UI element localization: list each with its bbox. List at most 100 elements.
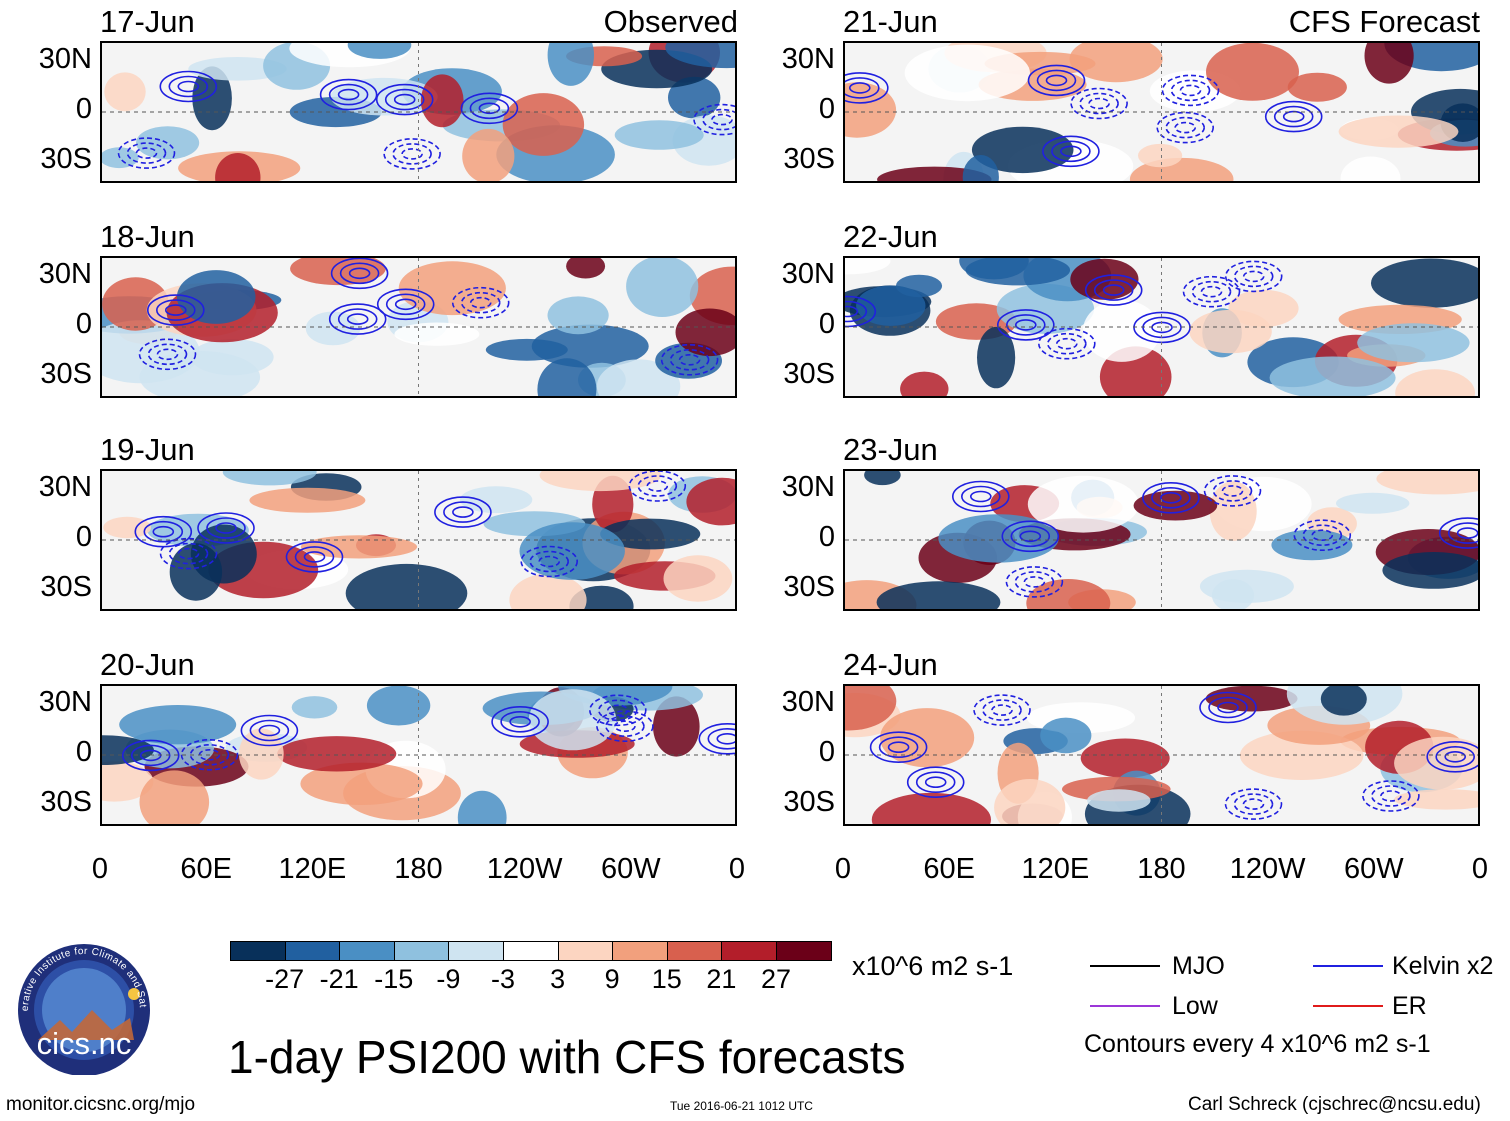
kelvin-contour [197, 512, 255, 544]
kelvin-contour [383, 138, 441, 170]
kelvin-contour [452, 506, 474, 518]
kelvin-contour [206, 517, 246, 539]
kelvin-contour [1191, 280, 1232, 303]
kelvin-contour [878, 736, 919, 759]
lat-tick-label: 30S [40, 358, 92, 390]
anomaly-shading [1394, 789, 1478, 810]
kelvin-contour [451, 286, 510, 319]
anomaly-shading [1027, 475, 1139, 533]
colorbar-tick-label: 9 [604, 964, 620, 994]
kelvin-contour [1217, 701, 1239, 714]
kelvin-contour [1047, 332, 1087, 355]
kelvin-contour [1264, 100, 1323, 133]
lat-tick-label: 30S [783, 571, 835, 603]
kelvin-contour [1224, 260, 1283, 293]
anomaly-shading [965, 258, 1071, 286]
anomaly-shading [102, 147, 139, 169]
kelvin-contour [249, 719, 290, 742]
anomaly-shading [653, 696, 700, 757]
anomaly-shading [1394, 736, 1478, 790]
kelvin-contour [845, 72, 889, 104]
kelvin-contour [1293, 519, 1352, 551]
kelvin-contour [970, 490, 992, 503]
kelvin-contour [491, 705, 549, 738]
kelvin-contour [460, 92, 519, 125]
panel-date-label: 17-Jun [100, 4, 195, 39]
anomaly-shading [531, 324, 649, 368]
anomaly-shading [900, 371, 949, 396]
anomaly-shading [537, 358, 597, 396]
kelvin-contour [1426, 741, 1478, 773]
kelvin-contour [384, 88, 425, 111]
kelvin-contour [159, 70, 218, 103]
anomaly-shading [566, 258, 606, 279]
panel-date-label: 21-Jun [843, 4, 938, 39]
kelvin-contour [328, 83, 369, 106]
anomaly-shading [102, 761, 154, 802]
anomaly-shading [994, 779, 1066, 824]
cicsnc-logo: Cooperative Institute for Climate and Sa… [4, 932, 158, 1076]
logo-text: cics.nc [37, 1026, 132, 1061]
lon-tick-label: 0 [1471, 853, 1489, 885]
lon-tick-label: 60W [1344, 853, 1404, 885]
anomaly-shading [1364, 43, 1414, 84]
kelvin-contour [460, 291, 501, 314]
anomaly-shading [1069, 43, 1163, 83]
kelvin-contour [1010, 525, 1051, 548]
kelvin-contour [1036, 69, 1077, 92]
kelvin-contour [138, 338, 197, 371]
lon-tick-label: 120E [1021, 853, 1090, 885]
colorbar-swatch [776, 941, 832, 961]
kelvin-contour [628, 471, 687, 502]
kelvin-contour [348, 267, 371, 280]
kelvin-contour [1015, 319, 1037, 331]
kelvin-contour [1203, 475, 1262, 507]
anomaly-shading [539, 471, 662, 492]
kelvin-contour [328, 303, 387, 335]
kelvin-contour [1212, 480, 1253, 502]
lon-tick-label: 180 [394, 853, 443, 885]
kelvin-contour [614, 720, 636, 733]
anomaly-shading [366, 686, 431, 726]
kelvin-contour [1380, 790, 1402, 802]
forecast-label: CFS Forecast [1288, 4, 1480, 39]
kelvin-contour [1051, 140, 1091, 163]
lat-tick-label: 0 [75, 308, 92, 340]
kelvin-contour [646, 480, 669, 492]
anomaly-shading [1371, 258, 1478, 308]
psi200-map-panel [100, 41, 737, 183]
anomaly-shading [1189, 309, 1272, 354]
colorbar-tick-label: 27 [760, 964, 792, 994]
lat-tick-label: 30N [38, 43, 92, 75]
lat-tick-label: 30N [781, 686, 835, 718]
kelvin-contour [1045, 74, 1068, 87]
lon-tick-label: 60E [180, 853, 232, 885]
website-url[interactable]: monitor.cicsnc.org/mjo [6, 1094, 196, 1115]
kelvin-contour [707, 728, 735, 750]
anomaly-shading [1206, 43, 1299, 101]
kelvin-contour [698, 723, 735, 755]
psi200-map-panel [100, 684, 737, 826]
lat-tick-label: 0 [818, 93, 835, 125]
kelvin-contour [1233, 793, 1274, 815]
anomaly-shading [345, 563, 468, 609]
colorbar-swatch [230, 941, 286, 961]
legend-kelvin-line [1313, 965, 1383, 967]
lat-tick-label: 30S [783, 358, 835, 390]
anomaly-shading [626, 258, 699, 317]
lon-tick-label: 0 [834, 853, 852, 885]
author-credit: Carl Schreck (cjschrec@ncsu.edu) [1188, 1094, 1481, 1115]
anomaly-shading [871, 792, 991, 824]
kelvin-contour [1362, 780, 1420, 812]
kelvin-contour [529, 550, 570, 573]
kelvin-contour [1160, 491, 1182, 504]
kelvin-contour [1079, 92, 1119, 115]
kelvin-contour [434, 496, 492, 528]
anomaly-shading [169, 543, 223, 601]
kelvin-contour [1014, 571, 1055, 593]
lat-tick-label: 30S [783, 786, 835, 818]
kelvin-contour [711, 113, 733, 126]
kelvin-contour [1142, 481, 1200, 514]
legend-er-line [1313, 1005, 1383, 1007]
kelvin-contour [915, 771, 956, 793]
